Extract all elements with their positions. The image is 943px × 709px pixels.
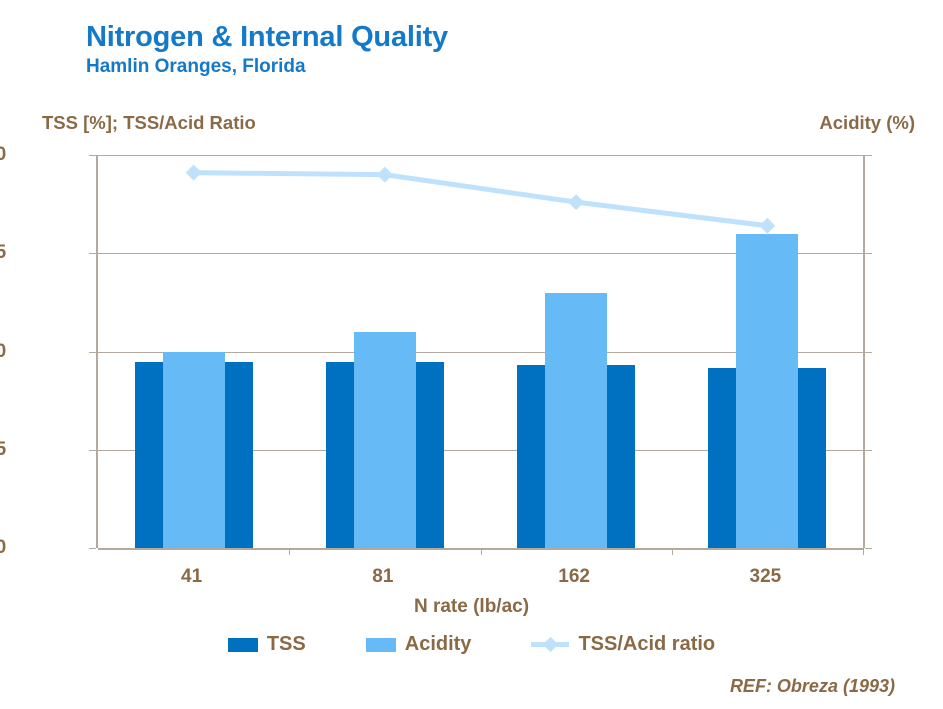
left-axis-tick (89, 253, 96, 255)
gridline (98, 253, 863, 255)
left-axis-tick-label: 0 (0, 537, 7, 558)
legend-item[interactable]: TSS (227, 633, 306, 656)
left-axis-tick (89, 548, 96, 549)
x-axis-tick-label: 162 (558, 566, 590, 587)
legend-label: TSS (266, 633, 306, 655)
legend-label: Acidity (404, 633, 472, 655)
x-axis-tick-label: 325 (749, 566, 782, 587)
ratio-marker-diamond (568, 194, 585, 211)
chart-subtitle: Hamlin Oranges, Florida (86, 56, 306, 78)
plot-area: 05101520 0.400.450.500.550.60 (0, 144, 872, 558)
right-axis-caption: Acidity (%) (819, 112, 915, 133)
right-axis-tick (865, 449, 872, 451)
left-axis-tick (89, 351, 96, 353)
ratio-marker-diamond (376, 166, 393, 183)
legend-swatch-icon (365, 637, 396, 652)
left-axis-tick-label: 15 (0, 242, 7, 264)
left-axis-tick (89, 155, 96, 156)
legend-swatch-icon (227, 637, 258, 652)
ratio-marker-diamond (759, 217, 776, 234)
x-axis-title: N rate (lb/ac) (413, 596, 530, 617)
chart-legend: TSS Acidity TSS/Acid ratio (0, 633, 943, 656)
legend-label: TSS/Acid ratio (578, 633, 716, 655)
bar-acidity (353, 331, 416, 548)
gridline (98, 351, 863, 353)
gridline (98, 449, 863, 451)
left-axis-tick-label: 20 (0, 144, 7, 165)
ratio-marker-diamond (185, 164, 202, 181)
page-title: Nitrogen & Internal Quality (86, 21, 448, 53)
left-axis-tick-label: 10 (0, 340, 7, 362)
legend-item[interactable]: Acidity (365, 633, 472, 656)
title-block: Nitrogen & Internal Quality Hamlin Orang… (86, 22, 448, 78)
bar-acidity (545, 292, 608, 548)
gridline (98, 155, 863, 156)
right-axis-tick (865, 155, 872, 156)
ratio-line (193, 170, 768, 229)
left-axis-tick-label: 5 (0, 438, 7, 460)
legend-item[interactable]: TSS/Acid ratio (531, 633, 715, 656)
bar-acidity (162, 351, 225, 548)
right-axis-tick (865, 351, 872, 353)
reference-note: REF: Obreza (1993) (729, 676, 895, 696)
legend-line-diamond-icon (531, 637, 570, 653)
right-axis-tick (865, 253, 872, 255)
left-axis-caption: TSS [%]; TSS/Acid Ratio (42, 112, 256, 133)
x-axis-tick-label: 41 (181, 566, 203, 587)
x-axis-tick (863, 548, 864, 555)
bar-acidity (736, 233, 799, 548)
x-axis-tick (289, 548, 291, 555)
right-axis-tick (865, 548, 872, 549)
x-axis-tick (480, 548, 482, 555)
left-axis-tick (89, 449, 96, 451)
x-axis-tick-label: 81 (372, 566, 394, 587)
ratio-line-series (185, 164, 776, 234)
x-axis-tick (671, 548, 673, 555)
